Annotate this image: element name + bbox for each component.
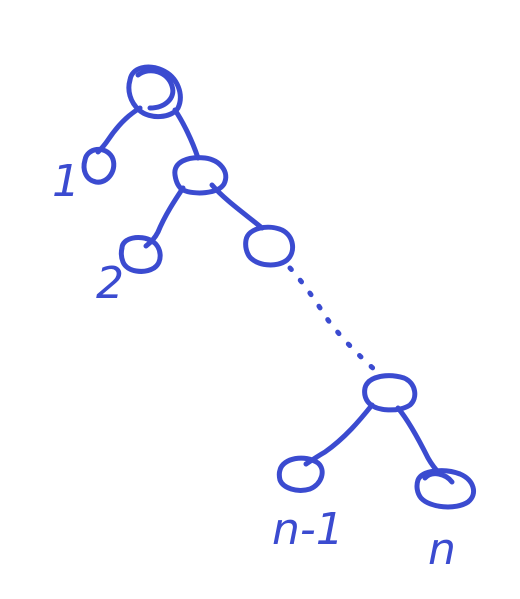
edge-root-to-node-2 <box>172 107 201 161</box>
edge-node-k-to-leaf-n-1 <box>303 402 375 467</box>
edge-ellipsis-dots <box>287 265 378 373</box>
leaf-node-2 <box>118 235 163 274</box>
edge-node-k-to-leaf-n <box>395 405 443 477</box>
edge-root-to-leaf-1 <box>95 105 143 155</box>
leaf-label-n: n <box>428 524 456 575</box>
internal-node-k <box>362 373 418 413</box>
internal-node-3 <box>243 224 296 268</box>
leaf-node-n-scribble <box>422 471 455 485</box>
leaf-node-n-1 <box>276 455 325 493</box>
root-node-scribble <box>135 68 176 111</box>
leaf-node-n <box>414 468 477 510</box>
leaf-label-1: 1 <box>52 156 80 207</box>
leaf-node-1 <box>81 147 117 185</box>
root-node <box>126 64 183 119</box>
leaf-label-n-1: n-1 <box>272 504 344 555</box>
internal-node-2 <box>172 155 229 196</box>
edge-node-2-to-leaf-2 <box>143 185 186 249</box>
leaf-label-2: 2 <box>96 258 124 309</box>
edge-node-2-to-node-3 <box>209 182 265 231</box>
